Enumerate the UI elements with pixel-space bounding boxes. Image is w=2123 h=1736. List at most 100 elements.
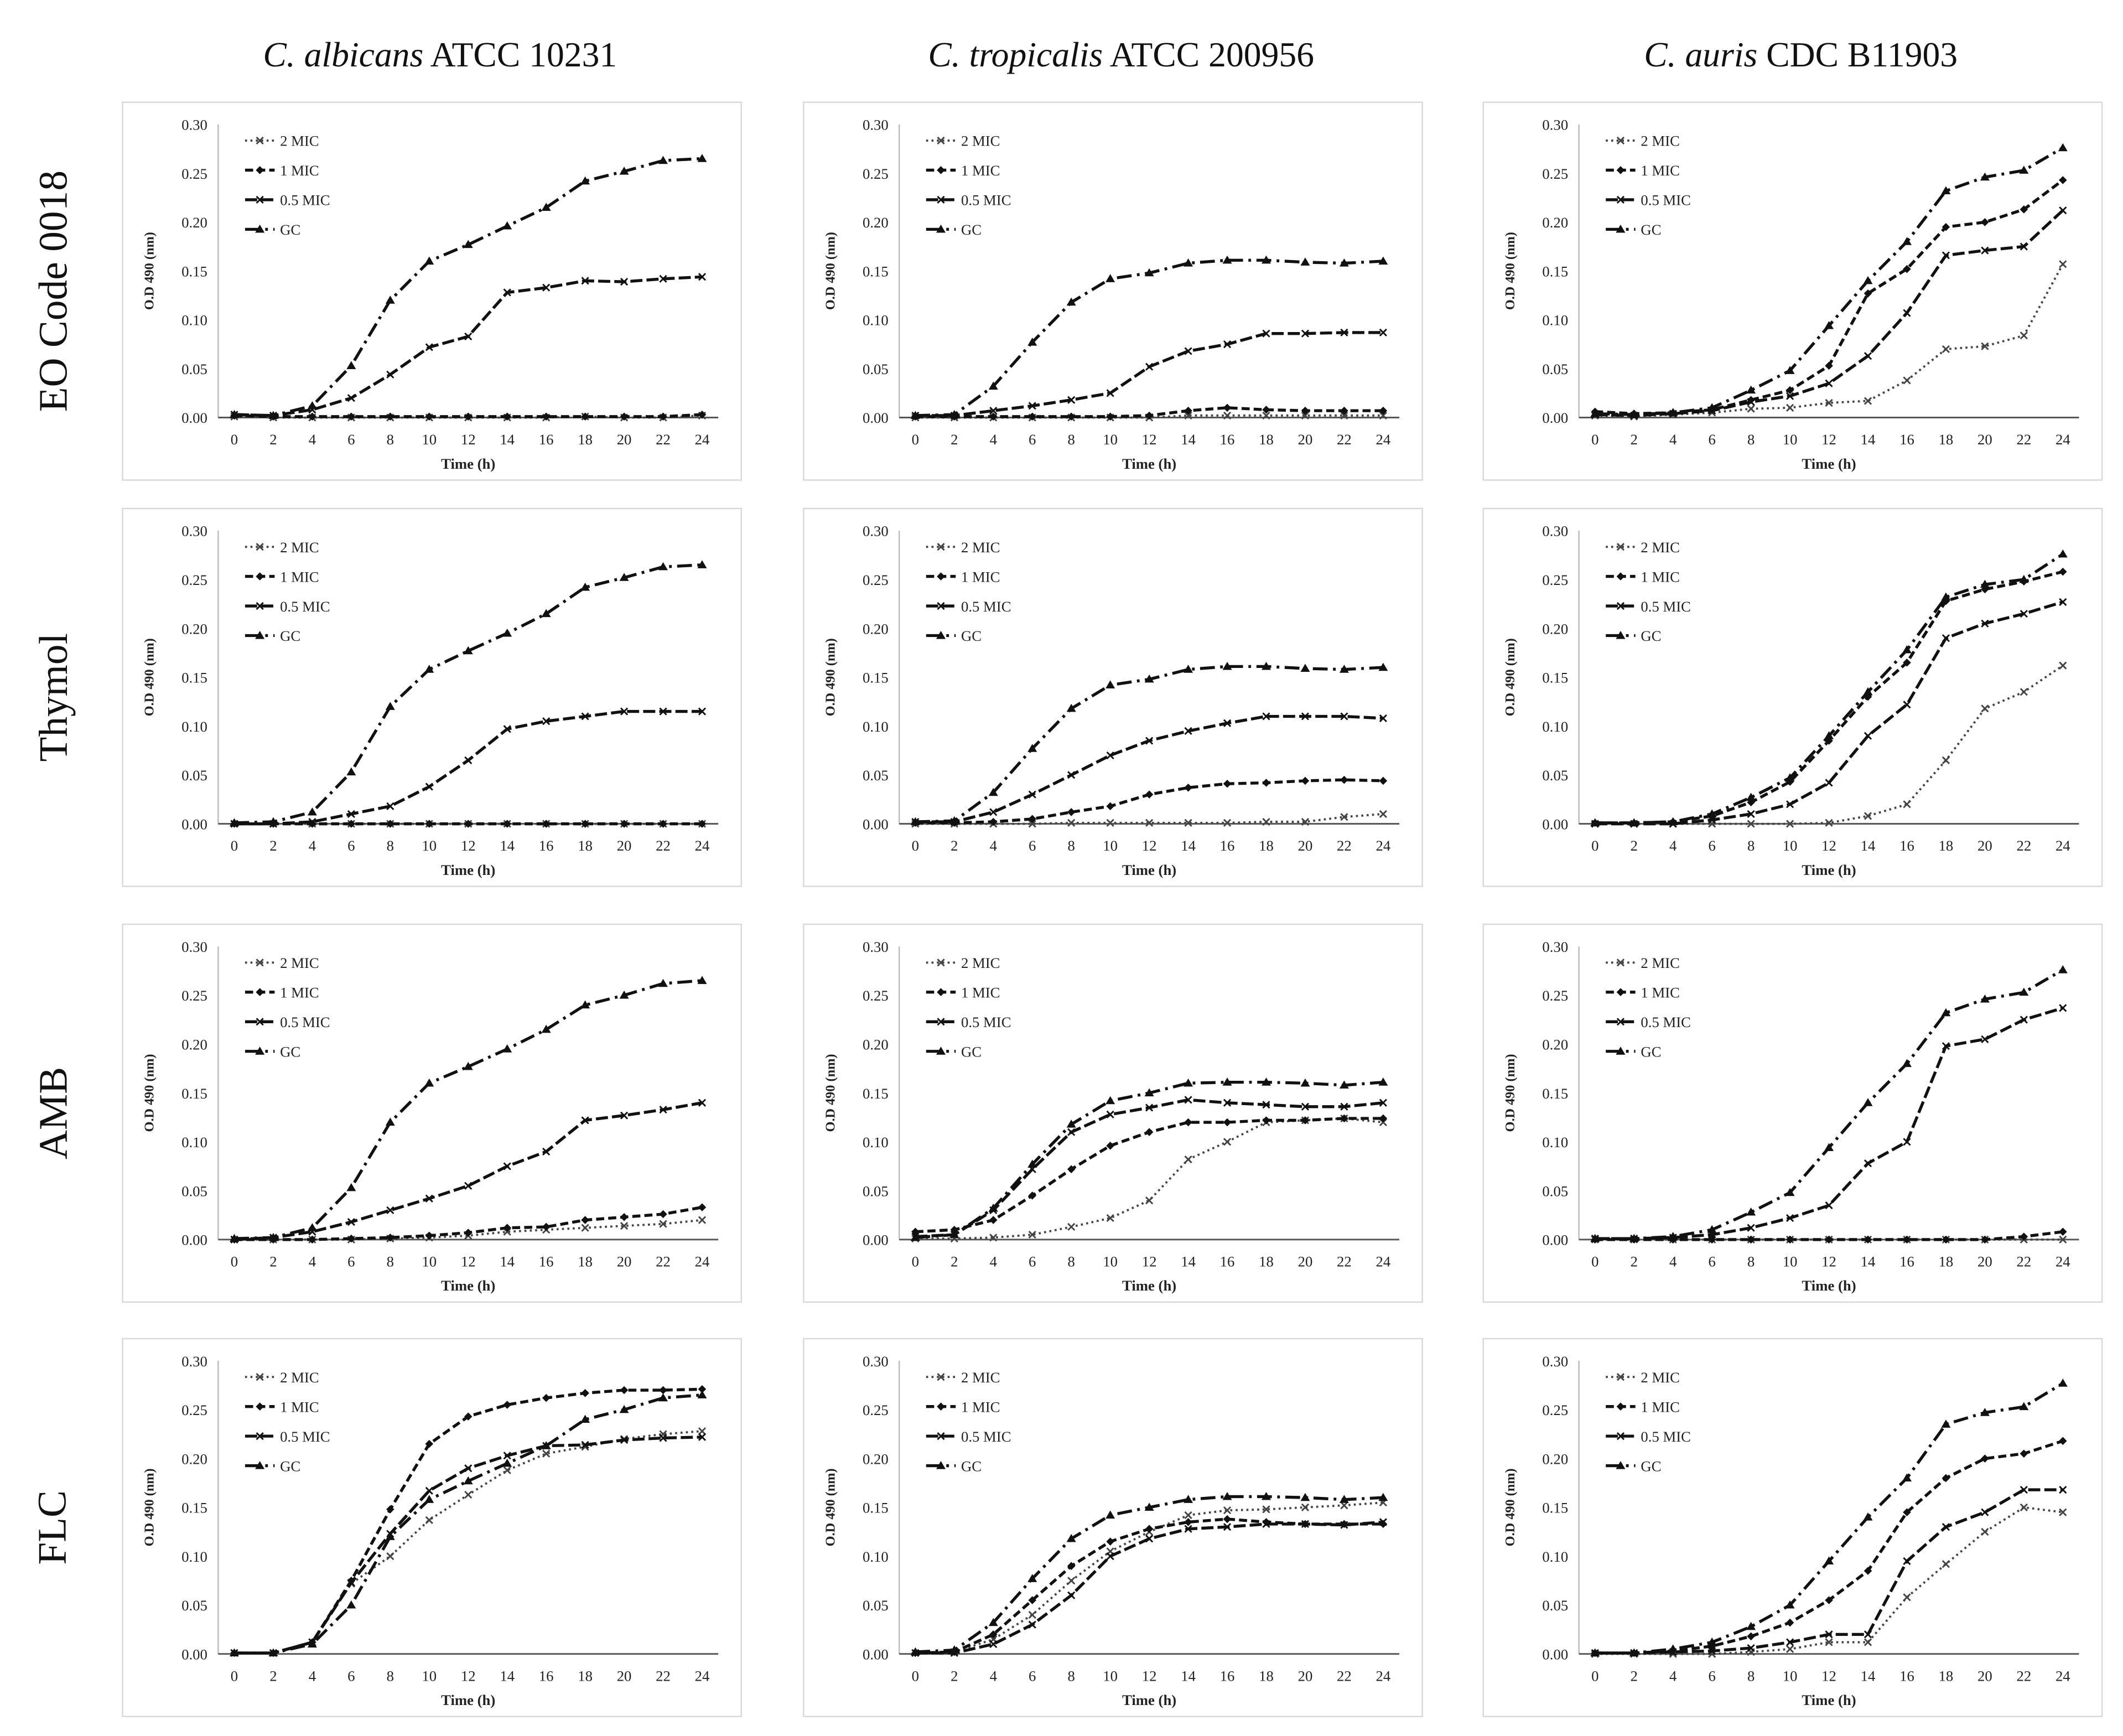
data-point — [424, 1495, 434, 1503]
data-point — [949, 1230, 959, 1238]
legend-marker — [256, 543, 264, 551]
x-tick-label: 12 — [1821, 1667, 1836, 1684]
x-tick-label: 20 — [1977, 1667, 1992, 1684]
data-point — [1981, 1527, 1989, 1536]
data-point — [1106, 389, 1114, 397]
data-point — [1942, 756, 1950, 764]
data-point — [1864, 732, 1872, 740]
data-point — [386, 370, 395, 379]
data-point — [1223, 1523, 1232, 1531]
data-point — [1223, 403, 1232, 412]
data-point — [541, 609, 551, 618]
y-tick-label: 0.15 — [181, 1500, 207, 1516]
y-axis-label: O.D 490 (nm) — [823, 1054, 838, 1132]
y-tick-label: 0.15 — [863, 1500, 889, 1516]
data-point — [1223, 340, 1232, 349]
legend-marker — [1616, 224, 1626, 233]
data-point — [1590, 408, 1600, 417]
data-point — [347, 412, 356, 421]
data-point — [620, 707, 629, 716]
data-point — [910, 411, 920, 419]
x-tick-label: 12 — [1821, 837, 1836, 854]
legend-label: 0.5 MIC — [1641, 1014, 1691, 1030]
data-point — [1785, 1645, 1794, 1653]
legend-item: 0.5 MIC — [926, 598, 1011, 615]
legend-marker — [256, 1018, 264, 1026]
data-point — [1145, 411, 1154, 420]
chart-panel: 0.00 0.05 0.10 0.15 0.20 0.25 0.30 0 2 4 6 8 10 12 14 1… — [122, 101, 743, 481]
legend-marker — [1616, 630, 1626, 639]
y-tick-label: 0.00 — [1542, 816, 1568, 832]
x-tick-label: 14 — [1181, 1667, 1196, 1684]
series-line — [1595, 146, 2064, 416]
data-point — [1339, 1080, 1349, 1089]
series-05mic — [911, 328, 1387, 420]
data-point — [464, 332, 473, 341]
data-point — [1027, 744, 1037, 752]
data-point — [1825, 1201, 1833, 1210]
data-point — [581, 712, 589, 721]
data-point — [1027, 1159, 1037, 1168]
x-tick-label: 0 — [231, 431, 238, 448]
data-point — [1746, 385, 1756, 394]
x-tick-label: 4 — [309, 1253, 316, 1269]
data-point — [1379, 810, 1387, 818]
y-tick-label: 0.00 — [863, 1646, 889, 1662]
x-tick-label: 12 — [1142, 1667, 1157, 1684]
x-tick-label: 2 — [951, 1667, 958, 1684]
legend-marker — [937, 195, 945, 204]
data-point — [1106, 1214, 1114, 1222]
y-tick-label: 0.25 — [181, 1402, 207, 1418]
legend-label: 1 MIC — [961, 162, 1000, 179]
y-tick-label: 0.00 — [181, 410, 207, 426]
y-axis-label: O.D 490 (nm) — [142, 232, 157, 310]
x-tick-label: 8 — [1068, 431, 1075, 448]
data-point — [1105, 1510, 1115, 1519]
data-point — [1223, 779, 1232, 788]
data-point — [697, 976, 707, 984]
x-tick-label: 14 — [1861, 1253, 1876, 1269]
x-axis-label: Time (h) — [441, 1692, 495, 1708]
data-point — [988, 1618, 998, 1626]
data-point — [659, 1220, 667, 1228]
chart-panel: 0.00 0.05 0.10 0.15 0.20 0.25 0.30 0 2 4 6 8 10 12 14 1… — [803, 923, 1423, 1303]
data-point — [425, 1516, 433, 1524]
data-point — [1184, 1078, 1193, 1087]
x-tick-label: 16 — [1899, 1253, 1914, 1269]
legend-marker — [937, 1432, 945, 1440]
legend-item: GC — [245, 1458, 300, 1474]
data-point — [1067, 1562, 1076, 1571]
x-tick-label: 14 — [500, 431, 515, 448]
data-point — [464, 1412, 473, 1421]
y-tick-label: 0.00 — [863, 1232, 889, 1248]
data-point — [1785, 1214, 1794, 1222]
data-point — [347, 1218, 355, 1226]
data-point — [1339, 665, 1349, 673]
x-tick-label: 14 — [1181, 837, 1196, 854]
data-point — [1067, 1577, 1076, 1585]
y-tick-label: 0.05 — [863, 1183, 889, 1199]
data-point — [1981, 342, 1989, 350]
data-point — [1824, 1143, 1834, 1152]
x-tick-label: 10 — [422, 1667, 437, 1684]
x-tick-label: 0 — [1591, 1667, 1598, 1684]
data-point — [1262, 1520, 1270, 1528]
data-point — [2020, 1486, 2028, 1494]
x-tick-label: 16 — [1220, 431, 1235, 448]
y-tick-label: 0.10 — [1542, 1548, 1568, 1565]
data-point — [1184, 1096, 1192, 1104]
data-point — [425, 343, 433, 351]
data-point — [542, 1449, 551, 1458]
data-point — [1301, 1503, 1310, 1511]
legend-item: 1 MIC — [245, 162, 319, 179]
y-tick-label: 0.10 — [1542, 1134, 1568, 1151]
data-point — [1785, 773, 1795, 781]
data-point — [346, 1183, 356, 1191]
data-point — [308, 818, 316, 826]
y-tick-label: 0.20 — [863, 1450, 889, 1467]
row-label-text: EO Code 0018 — [31, 170, 76, 412]
x-tick-label: 6 — [347, 1667, 355, 1684]
x-tick-label: 12 — [461, 837, 476, 854]
data-point — [1746, 1207, 1756, 1216]
data-point — [2058, 143, 2068, 152]
